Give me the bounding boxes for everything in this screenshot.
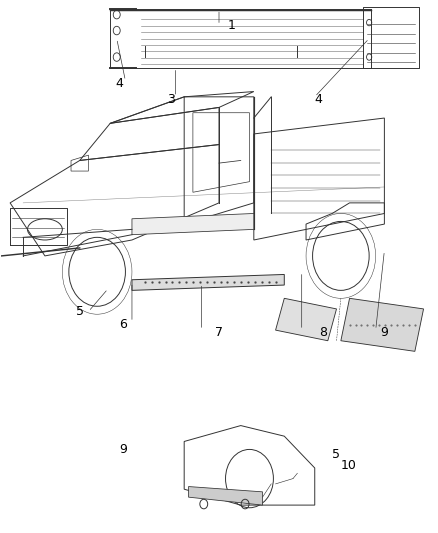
- Text: 3: 3: [167, 93, 175, 106]
- Text: 8: 8: [319, 326, 327, 340]
- Text: 6: 6: [119, 318, 127, 332]
- Text: 4: 4: [315, 93, 323, 106]
- Polygon shape: [132, 214, 254, 235]
- Polygon shape: [132, 274, 284, 290]
- Text: 5: 5: [76, 305, 84, 318]
- Text: 9: 9: [119, 443, 127, 456]
- Text: 9: 9: [380, 326, 388, 340]
- Text: 10: 10: [341, 459, 357, 472]
- Text: 7: 7: [215, 326, 223, 340]
- Text: 5: 5: [332, 448, 340, 461]
- Polygon shape: [188, 487, 262, 505]
- Polygon shape: [276, 298, 336, 341]
- Polygon shape: [341, 298, 424, 351]
- Text: 4: 4: [115, 77, 123, 90]
- Text: 1: 1: [228, 19, 236, 32]
